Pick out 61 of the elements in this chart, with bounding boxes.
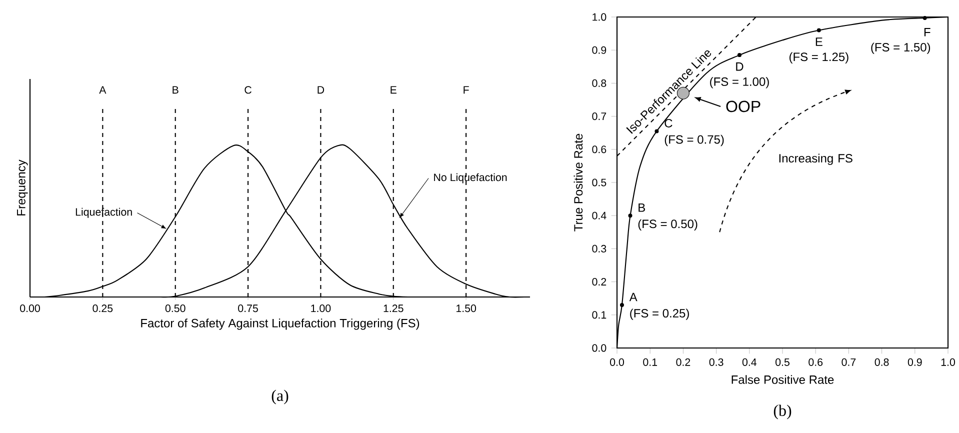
y-tick-label: 0.6 — [592, 146, 606, 154]
annotation: (FS = 0.75) — [664, 134, 724, 146]
annotation: Increasing FS — [779, 154, 852, 165]
point — [737, 53, 742, 58]
x-tick-label: 0.2 — [676, 358, 690, 366]
x-tick-label: 0.6 — [808, 358, 823, 366]
y-axis-title: True Positive Rate — [574, 134, 583, 232]
x-tick-label: 1.25 — [384, 304, 404, 312]
annotation: OOP — [726, 100, 760, 112]
y-tick-label: 0.3 — [592, 244, 606, 252]
x-tick-label: 0.50 — [165, 304, 186, 312]
y-tick-label: 1.0 — [592, 13, 606, 21]
annotation: (FS = 1.50) — [871, 42, 930, 54]
ref-line-label: F — [464, 86, 469, 94]
y-tick-label: 0.0 — [592, 344, 606, 352]
y-tick-label: 0.5 — [592, 178, 606, 186]
x-tick-label: 0.25 — [92, 304, 113, 312]
ref-line-label: C — [244, 86, 252, 94]
annotation: (FS = 0.25) — [630, 308, 689, 320]
point — [922, 16, 927, 20]
x-axis-title: False Positive Rate — [732, 375, 834, 384]
x-tick-label: 0.00 — [20, 304, 40, 312]
annotation: E — [816, 38, 822, 46]
x-tick-label: 0.5 — [776, 358, 790, 366]
x-tick-label: 1.50 — [456, 304, 476, 312]
text: (b) — [774, 404, 792, 420]
x-tick-label: 0.75 — [238, 304, 258, 312]
point — [628, 214, 632, 218]
annotation: A — [629, 292, 638, 302]
point — [816, 28, 821, 32]
y-tick-label: 0.9 — [592, 46, 606, 54]
x-tick-label: 1.0 — [941, 358, 956, 366]
annotation: No Liquefaction — [434, 173, 507, 184]
x-tick-label: 0.1 — [643, 358, 658, 366]
annotation: F — [924, 28, 930, 36]
x-tick-label: 1.00 — [311, 304, 331, 312]
ref-line-label: B — [172, 86, 178, 94]
y-axis-title: Frequency — [17, 160, 28, 216]
x-tick-label: 0.4 — [742, 358, 757, 366]
text: (a) — [272, 390, 288, 404]
x-tick-label: 0.8 — [874, 358, 889, 366]
x-tick-label: 0.3 — [709, 358, 724, 366]
ref-line-label: A — [99, 86, 106, 94]
point — [620, 302, 624, 307]
annotation: D — [736, 62, 744, 71]
x-tick-label: 0.7 — [842, 358, 856, 366]
annotation: (FS = 0.50) — [638, 219, 698, 231]
y-tick-label: 0.8 — [592, 79, 606, 87]
y-tick-label: 0.7 — [592, 112, 606, 120]
annotation: (FS = 1.00) — [710, 77, 769, 88]
x-axis-title: Factor of Safety Against Liquefaction Triggering (FS) — [141, 318, 420, 330]
x-tick-label: 0.0 — [610, 358, 624, 366]
y-tick-label: 0.2 — [592, 278, 606, 286]
y-tick-label: 0.4 — [592, 212, 606, 220]
annotation: B — [638, 203, 646, 212]
ref-line-label: E — [390, 86, 396, 94]
y-tick-label: 0.1 — [592, 311, 606, 319]
annotation: (FS = 1.25) — [789, 52, 848, 64]
x-tick-label: 0.9 — [908, 358, 922, 366]
ref-line-label: D — [318, 86, 324, 94]
annotation: Liquefaction — [76, 208, 132, 218]
